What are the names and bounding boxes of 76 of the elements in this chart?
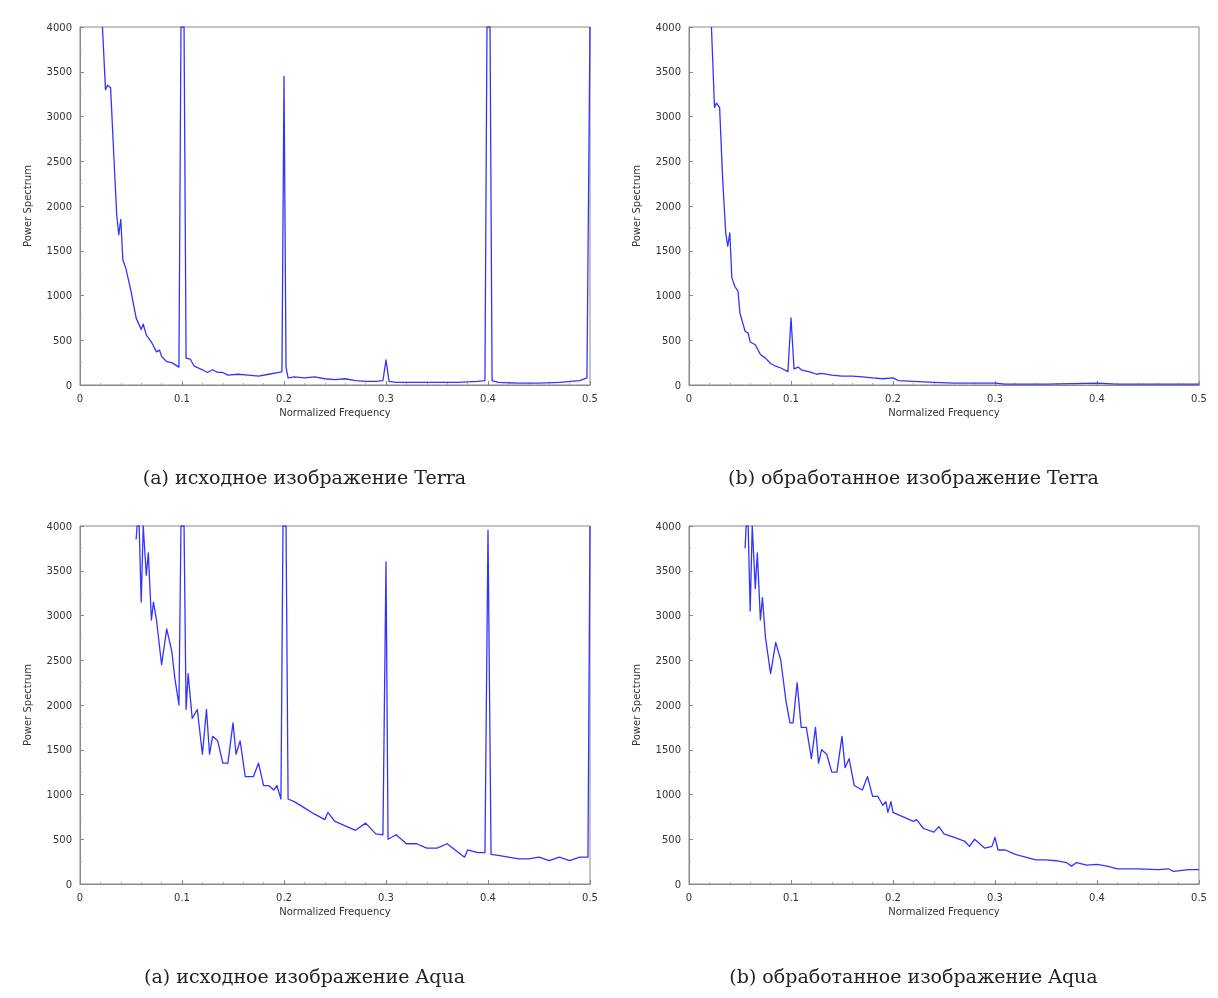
x-axis-title: Normalized Frequency <box>888 906 1000 918</box>
x-tick-label: 0.1 <box>174 392 190 404</box>
y-tick-label: 1000 <box>655 290 681 301</box>
y-tick-label: 3500 <box>46 66 72 78</box>
y-tick-label: 0 <box>65 379 72 391</box>
x-tick-label: 0.5 <box>1191 891 1207 903</box>
x-tick-label: 0.1 <box>783 891 799 903</box>
x-tick-label: 0.2 <box>276 392 292 404</box>
y-tick-label: 2000 <box>655 699 681 711</box>
y-tick-label: 2500 <box>655 155 681 167</box>
y-tick-label: 0 <box>674 878 681 890</box>
x-tick-label: 0.2 <box>885 392 901 404</box>
y-axis-title: Power Spectrum <box>21 165 33 247</box>
text: (b) обработанное изображение Terra <box>728 465 1099 488</box>
y-tick-label: 1500 <box>655 744 681 756</box>
y-tick-label: 4000 <box>46 21 72 33</box>
y-tick-label: 1000 <box>46 789 72 800</box>
x-axis-title: Normalized Frequency <box>888 407 1000 419</box>
y-tick-label: 2500 <box>46 155 72 167</box>
x-tick-label: 0 <box>685 891 693 903</box>
y-tick-label: 3000 <box>46 610 72 621</box>
x-tick-label: 0.1 <box>174 891 190 903</box>
line-series <box>744 525 1200 873</box>
y-tick-label: 3000 <box>46 111 72 122</box>
x-axis-title: Normalized Frequency <box>279 407 391 419</box>
y-axis-title: Power Spectrum <box>21 664 33 746</box>
y-tick-label: 500 <box>52 833 72 845</box>
y-tick-label: 4000 <box>655 520 681 532</box>
y-tick-label: 4000 <box>655 21 681 33</box>
y-tick-label: 0 <box>65 878 72 890</box>
line-series <box>101 26 591 384</box>
x-tick-label: 0.3 <box>378 392 394 404</box>
y-tick-label: 2000 <box>655 200 681 212</box>
y-tick-label: 0 <box>674 379 681 391</box>
x-tick-label: 0.4 <box>480 891 496 903</box>
y-tick-label: 2500 <box>46 654 72 666</box>
y-tick-label: 1000 <box>655 789 681 800</box>
y-tick-label: 2000 <box>46 699 72 711</box>
x-tick-label: 0.1 <box>783 392 799 404</box>
y-axis-title: Power Spectrum <box>630 165 642 247</box>
x-tick-label: 0 <box>685 392 693 404</box>
x-tick-label: 0.4 <box>480 392 496 404</box>
y-tick-label: 1500 <box>46 245 72 257</box>
x-tick-label: 0.2 <box>885 891 901 903</box>
line-series <box>710 26 1200 385</box>
x-tick-label: 0.3 <box>987 891 1003 903</box>
y-tick-label: 2000 <box>46 200 72 212</box>
x-tick-label: 0.3 <box>987 392 1003 404</box>
x-tick-label: 0.3 <box>378 891 394 903</box>
x-tick-label: 0.5 <box>582 392 598 404</box>
y-tick-label: 3500 <box>655 66 681 78</box>
y-tick-label: 3000 <box>655 111 681 122</box>
y-tick-label: 500 <box>661 833 681 845</box>
x-tick-label: 0.4 <box>1089 392 1105 404</box>
text: (a) исходное изображение Aqua <box>144 964 465 987</box>
x-tick-label: 0.4 <box>1089 891 1105 903</box>
y-tick-label: 2500 <box>655 654 681 666</box>
x-tick-label: 0.5 <box>582 891 598 903</box>
x-axis-title: Normalized Frequency <box>279 906 391 918</box>
y-tick-label: 3000 <box>655 610 681 621</box>
y-tick-label: 4000 <box>46 520 72 532</box>
line-series <box>135 525 591 862</box>
y-tick-label: 1500 <box>46 744 72 756</box>
text: (a) исходное изображение Terra <box>142 465 467 488</box>
y-tick-label: 1500 <box>655 245 681 257</box>
y-tick-label: 3500 <box>46 565 72 577</box>
y-tick-label: 3500 <box>655 565 681 577</box>
y-tick-label: 500 <box>661 334 681 346</box>
y-tick-label: 500 <box>52 334 72 346</box>
x-tick-label: 0.2 <box>276 891 292 903</box>
y-tick-label: 1000 <box>46 290 72 301</box>
text: (b) обработанное изображение Aqua <box>729 964 1098 987</box>
x-tick-label: 0 <box>76 392 84 404</box>
x-tick-label: 0.5 <box>1191 392 1207 404</box>
x-tick-label: 0 <box>76 891 84 903</box>
y-axis-title: Power Spectrum <box>630 664 642 746</box>
